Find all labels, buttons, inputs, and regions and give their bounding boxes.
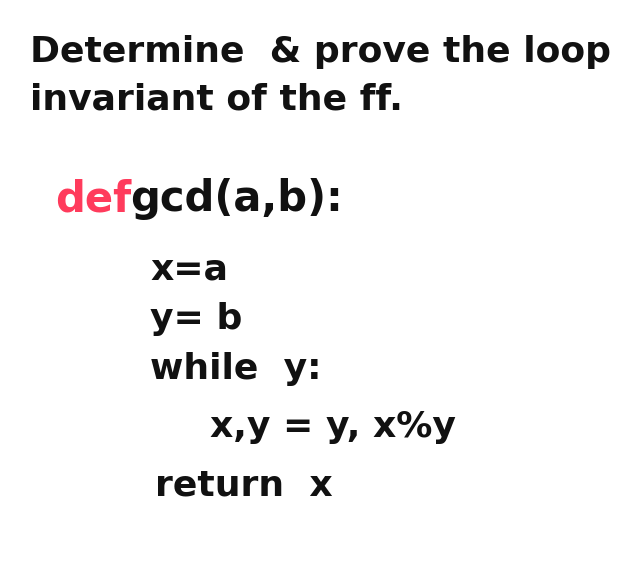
Text: while  y:: while y: <box>150 352 322 386</box>
Text: Determine  & prove the loop: Determine & prove the loop <box>30 35 611 69</box>
Text: x,y = y, x%y: x,y = y, x%y <box>210 410 456 444</box>
Text: gcd(a,b):: gcd(a,b): <box>130 178 343 220</box>
Text: return  x: return x <box>155 468 332 502</box>
Text: x=a: x=a <box>150 252 228 286</box>
Text: y= b: y= b <box>150 302 242 336</box>
Text: invariant of the ff.: invariant of the ff. <box>30 82 403 116</box>
Text: def: def <box>55 178 131 220</box>
